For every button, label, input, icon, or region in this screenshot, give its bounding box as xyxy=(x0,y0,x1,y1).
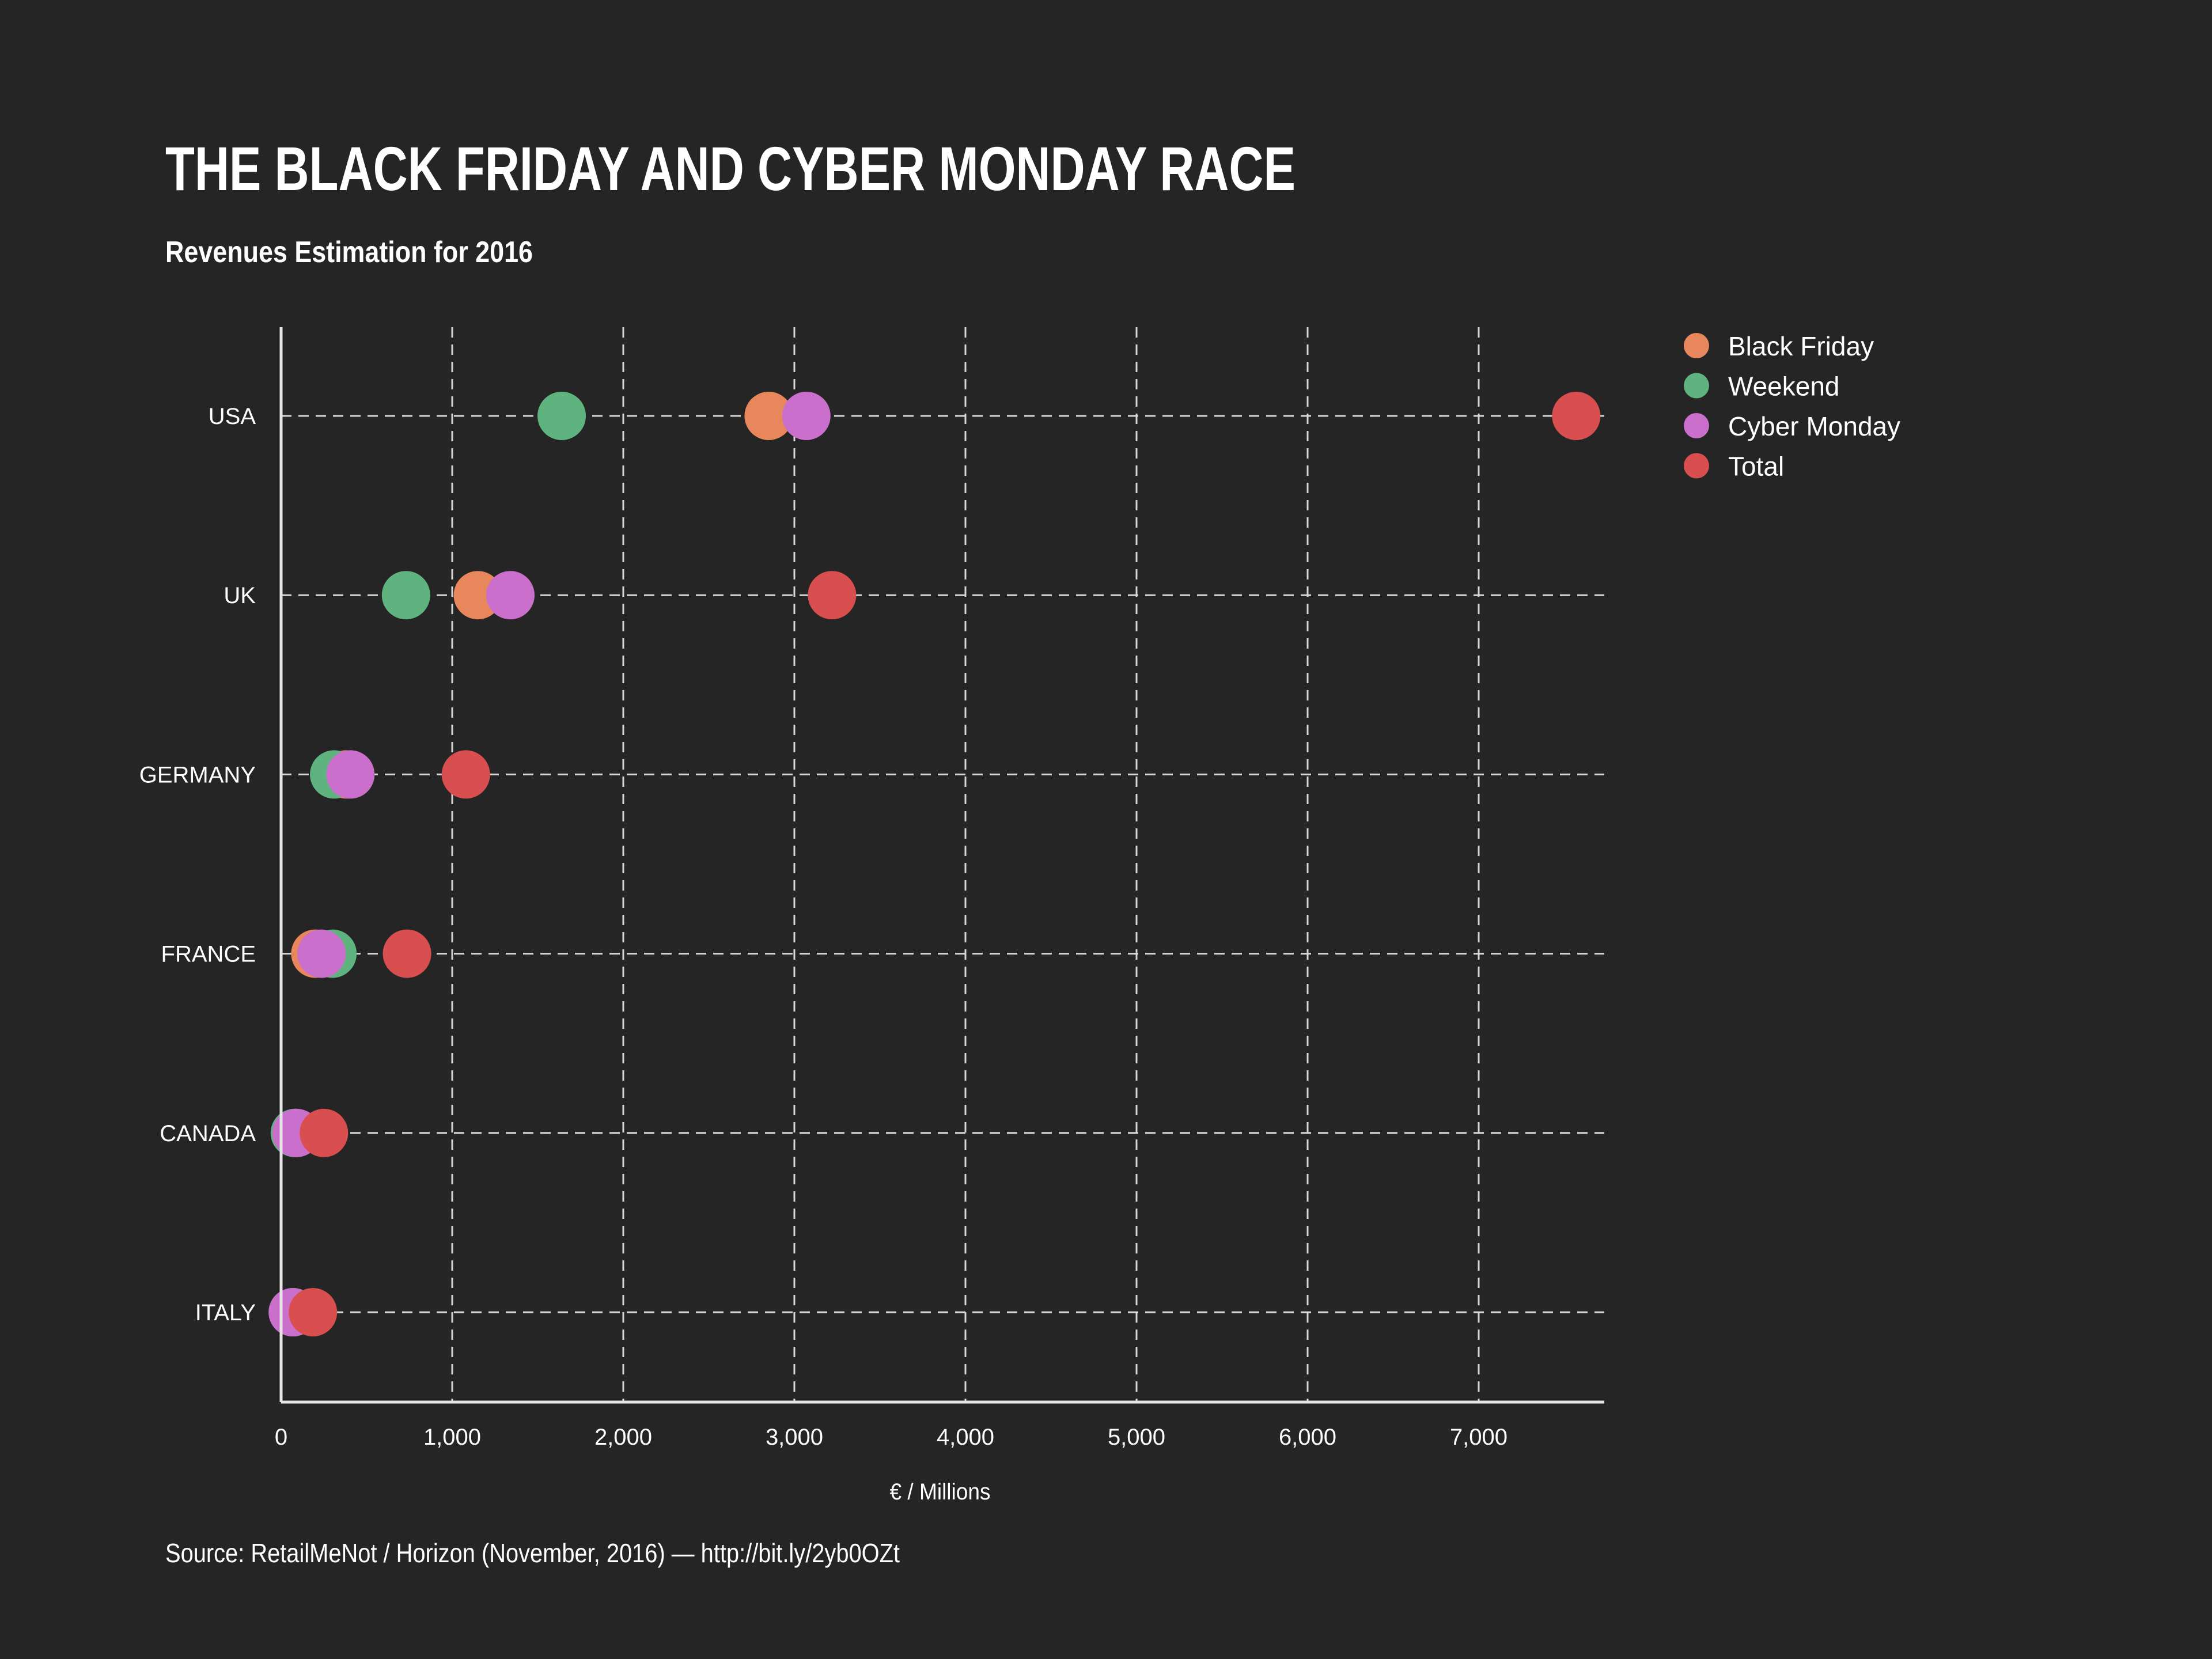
axes: 0 1,000 2,000 3,000 4,000 5,000 6,000 7,000 USA U… xyxy=(139,327,1604,1450)
x-tick-label: 3,000 xyxy=(766,1425,823,1450)
source-note: Source: RetailMeNot / Horizon (November,… xyxy=(165,1538,900,1568)
data-point-weekend xyxy=(381,571,430,620)
grid xyxy=(281,327,1604,1402)
data-point-cyber-monday xyxy=(326,750,375,799)
data-point-total xyxy=(441,750,490,799)
legend: Black Friday Weekend Cyber Monday Total xyxy=(1684,331,1900,482)
legend-marker xyxy=(1684,333,1709,358)
legend-marker xyxy=(1684,373,1709,399)
data-point-cyber-monday xyxy=(782,392,831,440)
legend-label: Weekend xyxy=(1728,372,1840,402)
data-point-total xyxy=(808,571,857,620)
x-tick-label: 2,000 xyxy=(594,1425,652,1450)
legend-marker xyxy=(1684,413,1709,438)
plot-area xyxy=(268,392,1601,1336)
x-tick-label: 0 xyxy=(275,1425,287,1450)
x-tick-label: 1,000 xyxy=(423,1425,481,1450)
data-point-cyber-monday xyxy=(486,571,535,620)
data-point-weekend xyxy=(537,392,586,440)
chart-title: THE BLACK FRIDAY AND CYBER MONDAY RACE xyxy=(165,134,1296,203)
data-point-total xyxy=(382,929,431,978)
legend-marker xyxy=(1684,453,1709,479)
x-tick-label: 4,000 xyxy=(937,1425,994,1450)
y-tick-label: CANADA xyxy=(160,1121,256,1146)
y-tick-label: FRANCE xyxy=(161,942,256,967)
data-point-cyber-monday xyxy=(297,929,346,978)
legend-label: Cyber Monday xyxy=(1728,411,1900,441)
data-point-black-friday xyxy=(744,392,793,440)
data-point-total xyxy=(289,1288,338,1336)
x-axis-label: € / Millions xyxy=(890,1479,991,1505)
y-tick-label: ITALY xyxy=(195,1300,256,1325)
y-tick-label: USA xyxy=(209,404,256,429)
legend-label: Total xyxy=(1728,452,1784,482)
data-point-total xyxy=(300,1108,349,1157)
y-tick-label: UK xyxy=(224,583,256,608)
x-tick-label: 7,000 xyxy=(1450,1425,1508,1450)
x-tick-label: 6,000 xyxy=(1279,1425,1336,1450)
chart-subtitle: Revenues Estimation for 2016 xyxy=(165,236,533,269)
x-tick-label: 5,000 xyxy=(1108,1425,1165,1450)
legend-label: Black Friday xyxy=(1728,331,1874,361)
y-tick-label: GERMANY xyxy=(139,762,256,787)
data-point-total xyxy=(1552,392,1601,440)
